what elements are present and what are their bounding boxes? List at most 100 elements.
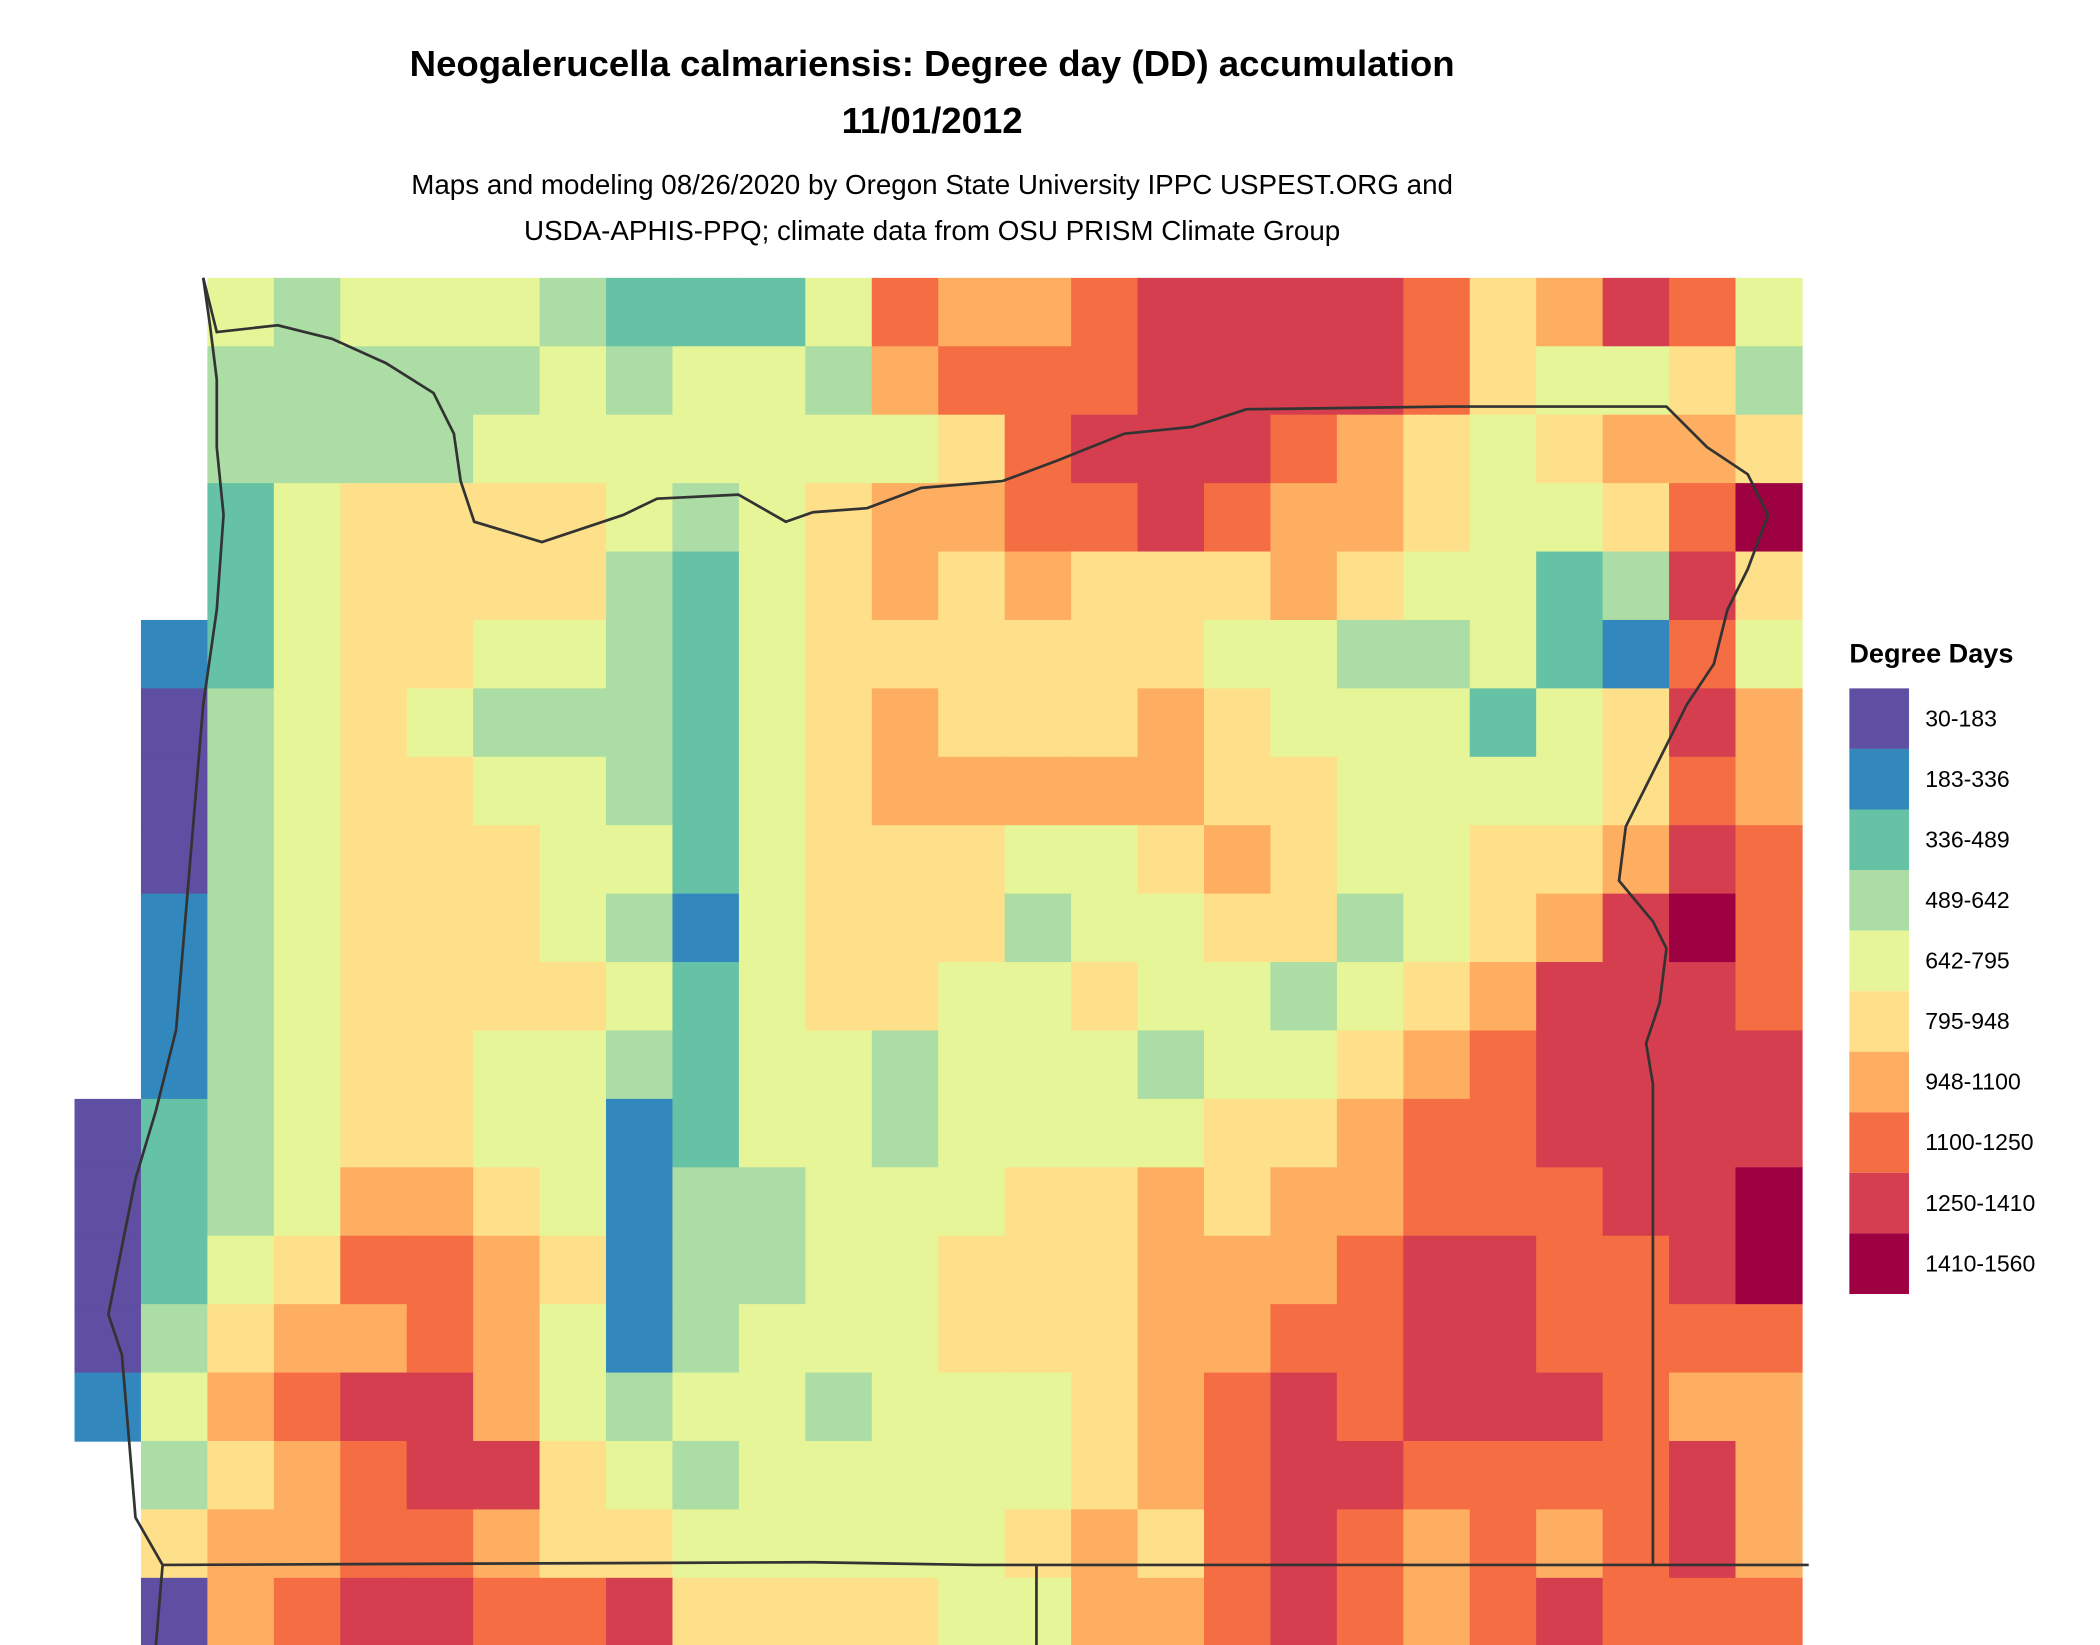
raster-cell (805, 1577, 873, 1645)
raster-cell (473, 1235, 541, 1305)
raster-cell (1735, 1372, 1803, 1442)
raster-cell (1669, 1030, 1737, 1100)
raster-cell (871, 1577, 939, 1645)
raster-cell (1403, 551, 1471, 621)
raster-cell (1336, 688, 1404, 758)
raster-cell (539, 619, 607, 690)
raster-cell (1203, 688, 1272, 758)
raster-cell (1336, 1372, 1404, 1442)
raster-cell (672, 483, 740, 553)
raster-cell (539, 1577, 607, 1645)
raster-cell (1469, 1235, 1537, 1305)
raster-cell (1004, 1030, 1072, 1100)
raster-cell (1270, 1304, 1338, 1374)
raster-cell (539, 277, 607, 347)
raster-cell (1270, 551, 1338, 621)
raster-cell (1735, 551, 1803, 621)
raster-cell (672, 1235, 740, 1305)
raster-cell (1669, 1167, 1737, 1237)
raster-cell (1403, 1577, 1471, 1645)
raster-cell (1004, 1167, 1072, 1237)
raster-cell (1469, 688, 1537, 758)
raster-cell (1004, 1509, 1072, 1579)
raster-cell (606, 1509, 674, 1579)
raster-cell (1270, 688, 1338, 758)
raster-cell (805, 1440, 873, 1511)
raster-cell (1004, 1304, 1072, 1374)
raster-cell (938, 1235, 1006, 1305)
raster-cell (1137, 962, 1205, 1032)
raster-cell (1469, 1167, 1537, 1237)
raster-cell (1270, 483, 1338, 553)
raster-cell (1735, 483, 1803, 553)
raster-cell (1071, 1577, 1139, 1645)
raster-cell (1203, 893, 1272, 963)
raster-cell (1004, 414, 1072, 484)
raster-cell (738, 1509, 807, 1579)
raster-cell (805, 551, 873, 621)
legend-swatch (1849, 1112, 1909, 1173)
raster-cell (871, 1235, 939, 1305)
raster-cell (1536, 1235, 1604, 1305)
raster-cell (1669, 414, 1737, 484)
raster-cell (473, 1167, 541, 1237)
raster-cell (1336, 1167, 1404, 1237)
raster-cell (1602, 414, 1670, 484)
raster-cell (1669, 825, 1737, 895)
raster-cell (207, 483, 275, 553)
raster-cell (539, 483, 607, 553)
raster-cell (473, 1098, 541, 1168)
state-borders (106, 277, 1809, 1645)
raster-cell (1669, 1372, 1737, 1442)
raster-cell (340, 551, 408, 621)
raster-cell (406, 1235, 474, 1305)
raster-cell (1004, 1372, 1072, 1442)
raster-cell (539, 962, 607, 1032)
raster-cell (340, 1098, 408, 1168)
raster-cell (606, 756, 674, 826)
raster-cell (1403, 893, 1471, 963)
raster-cell (340, 619, 408, 690)
raster-cell (207, 1235, 275, 1305)
raster-cell (1735, 1577, 1803, 1645)
raster-cell (207, 346, 275, 416)
raster-cell (140, 1030, 209, 1100)
raster-cell (1004, 1098, 1072, 1168)
raster-cell (938, 346, 1006, 416)
raster-cell (1669, 1577, 1737, 1645)
raster-cell (1602, 1372, 1670, 1442)
raster-cell (1270, 277, 1338, 347)
raster-cell (938, 825, 1006, 895)
raster-cell (1336, 483, 1404, 553)
raster-cell (1602, 1577, 1670, 1645)
raster-cell (74, 1098, 142, 1168)
raster-cell (473, 483, 541, 553)
raster-cell (805, 756, 873, 826)
raster-cell (938, 1098, 1006, 1168)
raster-cell (606, 1304, 674, 1374)
raster-cell (273, 1440, 341, 1511)
raster-cell (1203, 1304, 1272, 1374)
raster-cell (406, 551, 474, 621)
raster-cell (738, 1030, 807, 1100)
raster-cell (1071, 893, 1139, 963)
raster-cell (539, 551, 607, 621)
raster-cell (207, 1030, 275, 1100)
raster-cell (1403, 1509, 1471, 1579)
raster-cell (1403, 825, 1471, 895)
raster-cell (273, 1098, 341, 1168)
raster-cell (1071, 1440, 1139, 1511)
raster-cell (871, 346, 939, 416)
raster-cell (340, 1167, 408, 1237)
raster-cell (140, 1440, 209, 1511)
raster-cell (1270, 1030, 1338, 1100)
raster-cell (738, 346, 807, 416)
raster-cell (140, 1372, 209, 1442)
raster-cell (1735, 277, 1803, 347)
raster-cell (406, 825, 474, 895)
raster-cell (1669, 1235, 1737, 1305)
raster-cell (1469, 962, 1537, 1032)
raster-cell (1203, 346, 1272, 416)
raster-cell (406, 893, 474, 963)
raster-cell (207, 1304, 275, 1374)
